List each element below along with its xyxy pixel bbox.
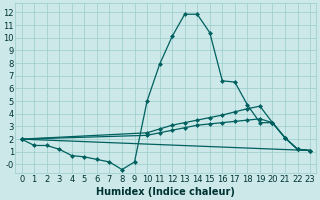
X-axis label: Humidex (Indice chaleur): Humidex (Indice chaleur) [96, 187, 235, 197]
